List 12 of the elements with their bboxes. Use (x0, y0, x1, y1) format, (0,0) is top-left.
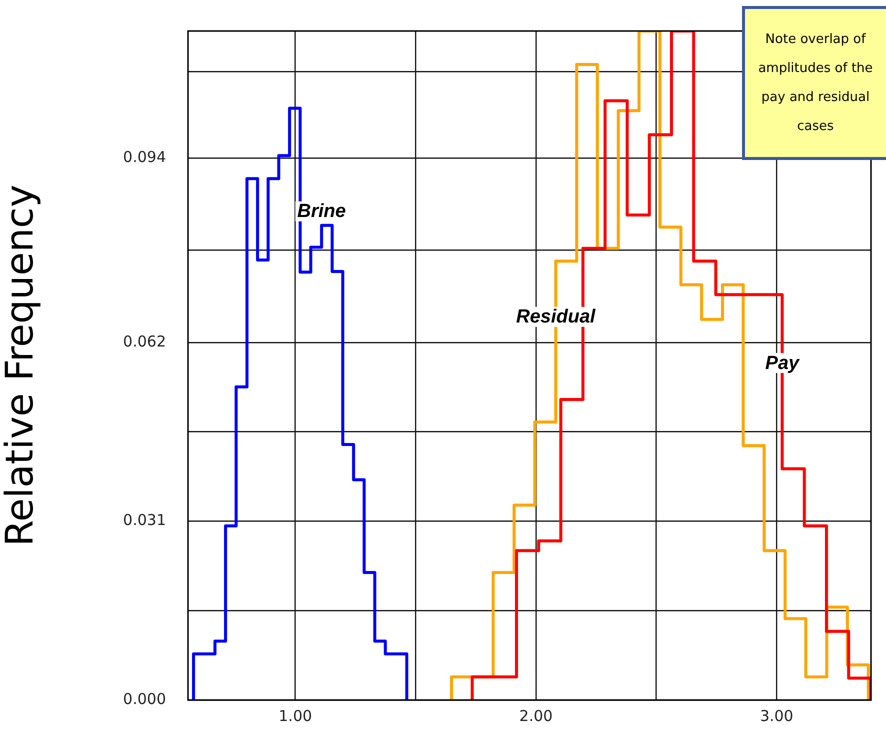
y-tick-label: 0.062 (123, 332, 166, 350)
note-box: Note overlap of amplitudes of the pay and residual cases (742, 6, 886, 160)
annotation: Pay (765, 352, 801, 374)
x-tick-label: 1.00 (278, 706, 312, 725)
x-tick-label: 3.00 (760, 706, 794, 725)
y-tick-label: 0.094 (123, 148, 166, 166)
y-axis-title: Relative Frequency (0, 184, 42, 546)
annotation: Brine (297, 201, 346, 222)
x-tick-label: 2.00 (519, 706, 553, 725)
annotation: Residual (516, 306, 596, 328)
y-tick-label: 0.031 (123, 511, 166, 530)
y-tick-label: 0.000 (123, 690, 166, 708)
